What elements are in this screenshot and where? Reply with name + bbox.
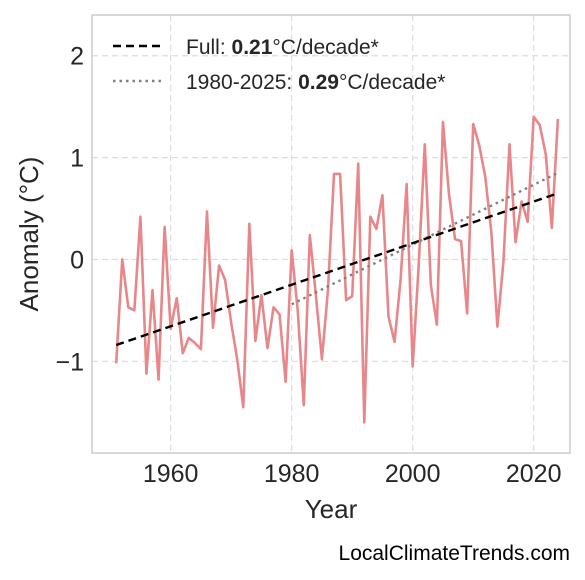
trend-line-full xyxy=(115,192,559,347)
x-tick-label: 1960 xyxy=(143,460,199,488)
x-tick-label: 1980 xyxy=(264,460,320,488)
tick-labels: 1960 1980 2000 2020 −1 0 1 2 xyxy=(55,43,561,488)
y-axis-label: Anomaly (°C) xyxy=(14,157,44,312)
y-tick-label: 2 xyxy=(70,43,84,71)
legend-entry-recent: 1980-2025: 0.29°C/decade* xyxy=(186,71,445,94)
trend-line-recent xyxy=(291,171,559,306)
plot-frame xyxy=(91,14,571,454)
credit-text: LocalClimateTrends.com xyxy=(339,542,570,565)
legend-recent-suffix: °C/decade* xyxy=(339,71,445,94)
grid xyxy=(92,15,570,453)
legend: Full: 0.21°C/decade* 1980-2025: 0.29°C/d… xyxy=(113,36,445,94)
legend-full-suffix: °C/decade* xyxy=(272,36,378,59)
x-tick-label: 2020 xyxy=(506,460,562,488)
y-tick-label: −1 xyxy=(55,348,84,376)
series-layer xyxy=(114,115,560,424)
anomaly-series-line xyxy=(114,115,560,424)
x-axis-label: Year xyxy=(305,494,358,524)
legend-recent-prefix: 1980-2025: xyxy=(186,71,298,94)
y-tick-label: 1 xyxy=(70,145,84,173)
legend-full-value: 0.21 xyxy=(232,36,273,59)
legend-full-prefix: Full: xyxy=(186,36,232,59)
legend-recent-value: 0.29 xyxy=(298,71,339,94)
x-tick-label: 2000 xyxy=(385,460,441,488)
y-tick-label: 0 xyxy=(70,246,84,274)
legend-entry-full: Full: 0.21°C/decade* xyxy=(186,36,379,59)
